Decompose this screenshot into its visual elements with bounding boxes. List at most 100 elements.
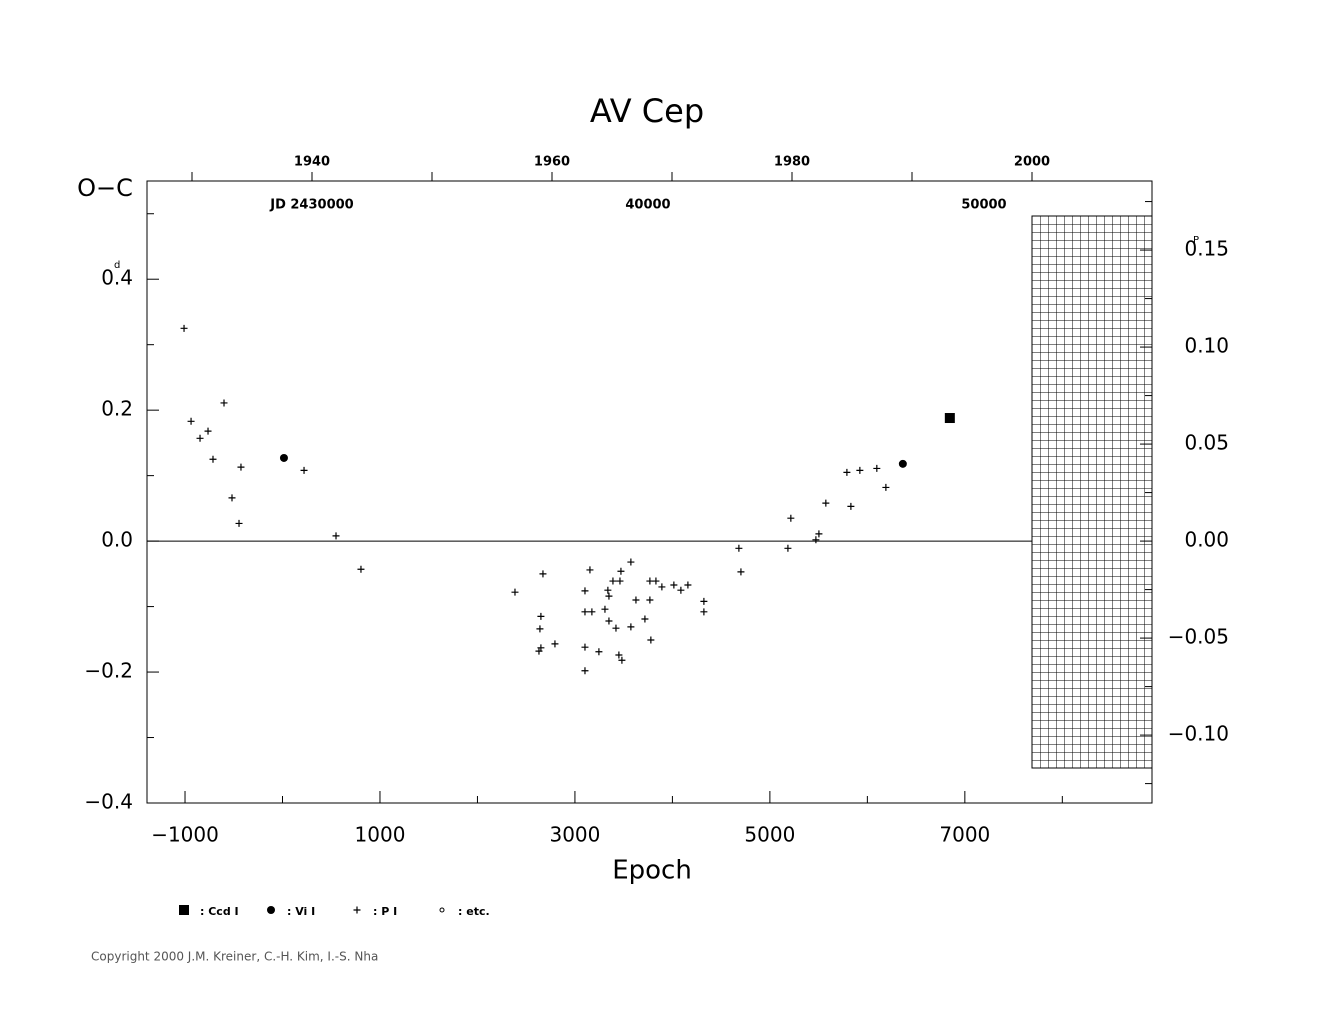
data-point	[581, 643, 589, 651]
chart-title: AV Cep	[590, 92, 704, 130]
data-point	[332, 532, 340, 540]
legend-marker	[267, 906, 275, 914]
y2-tick-label: −0.05	[1168, 625, 1229, 649]
data-point	[616, 577, 624, 585]
data-point	[539, 570, 547, 578]
gap-hatch	[1031, 215, 1153, 769]
y2-tick-label: 0.00	[1184, 528, 1229, 552]
x-tick-label: 7000	[939, 823, 990, 847]
data-point	[632, 596, 640, 604]
data-point	[646, 596, 654, 604]
data-point	[843, 468, 851, 476]
y-unit: d	[114, 260, 120, 271]
data-point	[588, 608, 596, 616]
data-point	[815, 530, 823, 538]
data-point	[536, 625, 544, 633]
data-point	[204, 427, 212, 435]
legend-label: : P I	[373, 905, 397, 918]
data-point	[187, 417, 195, 425]
data-point	[627, 623, 635, 631]
x-tick-label: 3000	[549, 823, 600, 847]
legend-label: : Vi I	[287, 905, 315, 918]
x-axis-label: Epoch	[612, 856, 692, 886]
data-point	[586, 566, 594, 574]
data-point	[209, 455, 217, 463]
x-tick-label: −1000	[151, 823, 219, 847]
data-point	[237, 463, 245, 471]
data-point	[787, 514, 795, 522]
data-point	[627, 558, 635, 566]
data-point	[581, 667, 589, 675]
data-point	[279, 453, 288, 462]
data-point	[605, 592, 613, 600]
year-tick-label: 2000	[1014, 155, 1050, 170]
data-point	[647, 636, 655, 644]
plot-frame	[146, 180, 1153, 804]
legend-marker	[439, 907, 445, 913]
data-point	[856, 466, 864, 474]
data-point	[609, 577, 617, 585]
y-tick-label: 0.2	[101, 397, 133, 421]
year-tick-label: 1960	[534, 155, 570, 170]
data-point	[605, 617, 613, 625]
data-point	[618, 656, 626, 664]
y-axis-label: O−C	[77, 174, 133, 202]
legend-label: : etc.	[458, 905, 490, 918]
data-point	[196, 434, 204, 442]
data-point	[581, 608, 589, 616]
data-point	[784, 544, 792, 552]
data-point	[652, 577, 660, 585]
legend-marker	[179, 905, 189, 915]
y-tick-label: −0.2	[84, 659, 133, 683]
data-point	[617, 567, 625, 575]
jd-tick-label: JD 2430000	[269, 198, 353, 213]
x-tick-label: 5000	[744, 823, 795, 847]
data-point	[595, 648, 603, 656]
data-point	[658, 583, 666, 591]
data-point	[357, 565, 365, 573]
data-point	[551, 640, 559, 648]
data-point	[700, 597, 708, 605]
data-point	[847, 502, 855, 510]
data-point	[735, 544, 743, 552]
copyright: Copyright 2000 J.M. Kreiner, C.-H. Kim, …	[91, 950, 378, 964]
data-point	[235, 519, 243, 527]
y2-tick-label: 0.10	[1184, 334, 1229, 358]
data-point	[537, 612, 545, 620]
y-tick-label: 0.0	[101, 528, 133, 552]
legend-marker	[353, 906, 361, 914]
data-point	[873, 464, 881, 472]
data-point	[604, 586, 612, 594]
data-point	[944, 413, 955, 424]
year-tick-label: 1980	[774, 155, 810, 170]
y2-tick-label: −0.10	[1168, 722, 1229, 746]
y-tick-label: −0.4	[84, 790, 133, 814]
y2-tick-label: 0.05	[1184, 431, 1229, 455]
x-tick-label: 1000	[355, 823, 406, 847]
legend-label: : Ccd I	[200, 905, 239, 918]
data-point	[882, 483, 890, 491]
data-point	[300, 466, 308, 474]
y2-unit: P	[1193, 235, 1199, 246]
data-point	[684, 581, 692, 589]
jd-tick-label: 40000	[625, 198, 670, 213]
data-point	[677, 586, 685, 594]
data-point	[180, 324, 188, 332]
data-point	[646, 577, 654, 585]
data-point	[812, 536, 820, 544]
data-point	[700, 608, 708, 616]
y-tick-label: 0.4	[101, 266, 133, 290]
data-point	[612, 624, 620, 632]
data-point	[581, 587, 589, 595]
data-point	[220, 399, 228, 407]
data-point	[641, 615, 649, 623]
y2-tick-label: 0.15	[1184, 237, 1229, 261]
data-point	[898, 459, 907, 468]
data-point	[228, 494, 236, 502]
year-tick-label: 1940	[294, 155, 330, 170]
data-point	[670, 581, 678, 589]
data-point	[822, 499, 830, 507]
data-point	[737, 568, 745, 576]
jd-tick-label: 50000	[961, 198, 1006, 213]
